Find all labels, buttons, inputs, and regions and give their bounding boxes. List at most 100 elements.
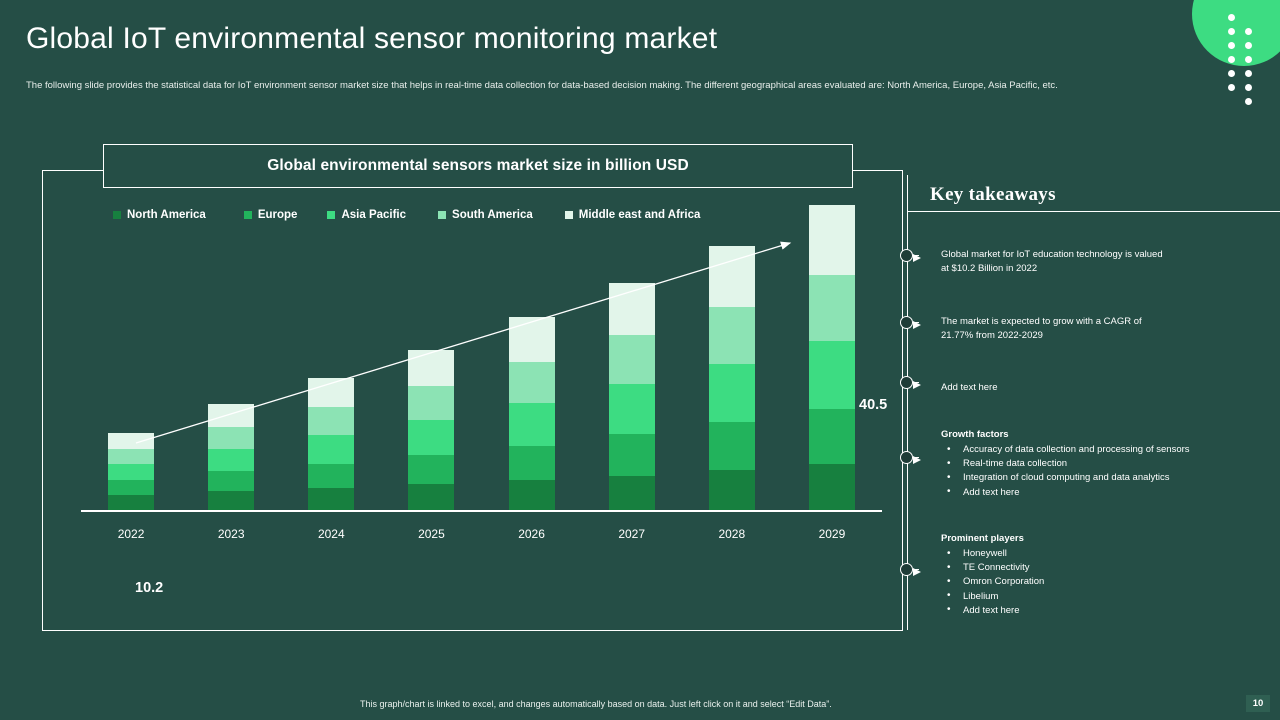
takeaway-bullet: Integration of cloud computing and data … xyxy=(941,471,1271,485)
bar-segment xyxy=(808,408,855,465)
x-axis-tick-label: 2023 xyxy=(217,527,245,541)
bar-segment xyxy=(808,204,855,276)
bar-segment xyxy=(708,306,755,365)
bar-segment xyxy=(108,480,155,495)
legend-swatch-icon xyxy=(438,211,447,219)
timeline-arrow-icon xyxy=(912,567,921,576)
bar-segment xyxy=(708,364,755,423)
bar-segment xyxy=(608,434,655,476)
bar-segment xyxy=(708,470,755,511)
decorative-dot xyxy=(1228,70,1235,77)
bar-segment xyxy=(608,283,655,336)
bar-segment xyxy=(108,494,155,511)
takeaway-heading: Growth factors xyxy=(941,429,1009,440)
bar-segment xyxy=(508,403,555,446)
decorative-dot xyxy=(1245,56,1252,63)
decorative-dot-grid xyxy=(1228,14,1274,106)
timeline-marker[interactable] xyxy=(899,376,921,391)
bar-segment xyxy=(408,385,455,420)
bar-stack xyxy=(208,404,255,511)
timeline-marker[interactable] xyxy=(899,451,921,466)
legend-swatch-icon xyxy=(564,211,573,219)
legend-item-north-america[interactable]: North America xyxy=(113,209,206,221)
page-subtitle: The following slide provides the statist… xyxy=(26,80,1058,91)
page-title: Global IoT environmental sensor monitori… xyxy=(26,22,718,55)
bar-column[interactable] xyxy=(81,433,181,511)
bar-segment xyxy=(608,335,655,385)
legend-item-south-america[interactable]: South America xyxy=(438,209,533,221)
timeline-marker[interactable] xyxy=(899,249,921,264)
key-takeaways-title: Key takeaways xyxy=(930,184,1056,205)
bar-segment xyxy=(808,275,855,342)
takeaway-text: Add text here xyxy=(941,382,998,393)
bar-segment xyxy=(508,445,555,481)
timeline-axis xyxy=(907,175,909,630)
takeaway-text: The market is expected to grow with a CA… xyxy=(941,316,1142,327)
bar-column[interactable] xyxy=(482,317,582,511)
takeaway-heading: Prominent players xyxy=(941,533,1024,544)
chart-panel: North America Europe Asia Pacific South Ame… xyxy=(42,170,903,631)
bar-segment xyxy=(508,361,555,404)
decorative-dot xyxy=(1245,42,1252,49)
bar-segment xyxy=(208,404,255,427)
takeaway-item: Prominent players HoneywellTE Connectivit… xyxy=(941,532,1271,618)
chart-bars xyxy=(81,178,882,511)
x-axis-tick-label: 2029 xyxy=(818,527,846,541)
bar-column[interactable] xyxy=(682,246,782,511)
bar-stack xyxy=(508,317,555,511)
decorative-dot xyxy=(1245,98,1252,105)
legend-label: North America xyxy=(127,209,206,221)
takeaway-bullet: Accuracy of data collection and processi… xyxy=(941,442,1271,457)
bar-column[interactable] xyxy=(281,377,381,511)
bar-segment xyxy=(708,422,755,471)
bar-column[interactable] xyxy=(181,404,281,511)
decorative-dot xyxy=(1228,42,1235,49)
bar-segment xyxy=(408,454,455,484)
timeline-marker[interactable] xyxy=(899,563,921,578)
decorative-dot xyxy=(1228,84,1235,91)
chart-title: Global environmental sensors market size… xyxy=(267,157,689,174)
takeaway-bullet: Honeywell xyxy=(941,546,1271,561)
legend-swatch-icon xyxy=(113,211,121,219)
timeline-marker[interactable] xyxy=(899,316,921,331)
legend-swatch-icon xyxy=(243,211,252,219)
takeaway-bullet: TE Connectivity xyxy=(941,561,1271,575)
bar-segment xyxy=(608,475,655,511)
bar-stack xyxy=(308,377,355,511)
bar-segment xyxy=(108,433,155,449)
legend-item-middle-east-and-africa[interactable]: Middle east and Africa xyxy=(564,209,700,221)
footer-note: This graph/chart is linked to excel, and… xyxy=(360,699,832,709)
takeaway-item: Growth factors Accuracy of data collectio… xyxy=(941,428,1271,500)
decorative-dot xyxy=(1228,14,1235,21)
chart-start-value-label: 10.2 xyxy=(135,580,164,596)
timeline-arrow-icon xyxy=(912,455,921,464)
x-axis-tick-label: 2027 xyxy=(618,527,646,541)
takeaway-item: The market is expected to grow with a CA… xyxy=(941,315,1271,342)
bar-column[interactable] xyxy=(782,204,882,511)
bar-column[interactable] xyxy=(381,350,481,511)
takeaway-bullet: Omron Corporation xyxy=(941,575,1271,589)
bar-stack xyxy=(608,283,655,511)
page-number-badge: 10 xyxy=(1246,695,1270,712)
bar-segment xyxy=(708,246,755,307)
bar-segment xyxy=(208,426,255,449)
bar-stack xyxy=(708,246,755,511)
legend-label: Europe xyxy=(257,209,298,221)
bar-segment xyxy=(408,419,455,455)
legend-item-europe[interactable]: Europe xyxy=(243,209,298,221)
takeaway-bullet: Libelium xyxy=(941,589,1271,604)
legend-label: South America xyxy=(452,209,533,221)
bar-segment xyxy=(108,463,155,481)
takeaway-bullet-list: HoneywellTE ConnectivityOmron Corporatio… xyxy=(941,546,1271,618)
legend-item-asia-pacific[interactable]: Asia Pacific xyxy=(327,209,406,221)
takeaway-bullet: Add text here xyxy=(941,603,1271,618)
key-takeaways-panel: Key takeaways Global market for IoT educ… xyxy=(899,170,1280,630)
bar-segment xyxy=(308,487,355,511)
bar-column[interactable] xyxy=(582,283,682,511)
x-axis-tick-label: 2024 xyxy=(317,527,345,541)
bar-segment xyxy=(208,490,255,511)
chart-legend: North America Europe Asia Pacific South Ame… xyxy=(113,209,893,221)
chart-plot-area: 2022 2023 2024 2025 2026 2027 2028 2029 xyxy=(63,204,888,568)
bar-segment xyxy=(508,317,555,362)
takeaway-item: Global market for IoT education technolo… xyxy=(941,248,1271,275)
